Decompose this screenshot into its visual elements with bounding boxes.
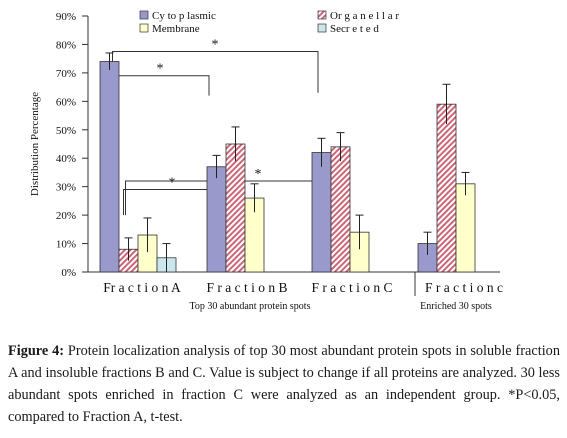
error-bars [105,52,470,272]
legend-swatch-cytoplasmic [139,10,149,20]
category-label: Fr a c t i o n A [103,280,181,295]
bar-cytoplasmic [206,166,227,273]
y-tick-label: 60% [56,96,76,108]
legend-label-cytoplasmic: Cy to p lasmic [152,10,216,22]
category-label: F r a c t i o n C [312,280,393,295]
y-tick-label: 10% [56,239,76,251]
caption-text: Protein localization analysis of top 30 … [8,343,560,425]
legend-label-organellar: Or g a n e l l a r [330,10,399,22]
sig-bracket-a-c-org-star: * [255,167,262,182]
sig-bracket-a-b-cyto-star: * [157,62,164,77]
category-label: F r a c t i o n c [425,280,503,295]
bar-chart: 0% 10% 20% 30% 40% 50% 60% 70% 80% 90% Distributio… [29,10,503,312]
axes: 0% 10% 20% 30% 40% 50% 60% 70% 80% 90% Distributio… [29,11,500,296]
caption-label: Figure 4: [8,343,65,359]
sig-bracket-a-b-cyto [106,75,210,96]
legend-swatch-membrane [139,23,149,33]
bar-organellar [436,103,457,273]
section-label-top30: Top 30 abundant protein spots [190,301,311,312]
bar-cytoplasmic [311,152,332,273]
section-label-enriched: Enriched 30 spots [420,301,492,312]
y-tick-label: 50% [56,125,76,137]
category-label: F r a c t i o n B [207,280,288,295]
bar-organellar [225,143,246,273]
legend-swatch-secreted [317,23,327,33]
bar-organellar [330,146,351,273]
legend-label-membrane: Membrane [152,23,200,35]
y-tick-label: 40% [56,153,76,165]
legend: Cy to p lasmic Or g a n e l l a r Membrane… [139,10,399,35]
sig-bracket-a-c-cyto-star: * [212,38,219,53]
y-tick-label: 20% [56,210,76,222]
figure-caption: Figure 4: Protein localization analysis … [8,340,560,428]
y-tick-label: 0% [61,267,76,279]
sig-bracket-a-b-org-star: * [169,176,176,191]
y-tick-label: 30% [56,182,76,194]
category-labels: Fr a c t i o n A F r a c t i o n B F r a c… [103,280,503,312]
y-tick-label: 80% [56,39,76,51]
legend-swatch-organellar [317,10,327,20]
bar-cytoplasmic [99,61,120,273]
y-tick-label: 70% [56,68,76,80]
sig-bracket-a-c-cyto [112,51,319,93]
y-tick-label: 90% [56,11,76,23]
bars [99,61,476,273]
bar-membrane [455,183,476,273]
y-axis-label: Distribution Percentage [29,92,41,196]
legend-label-secreted: Secr e t e d [330,23,379,35]
